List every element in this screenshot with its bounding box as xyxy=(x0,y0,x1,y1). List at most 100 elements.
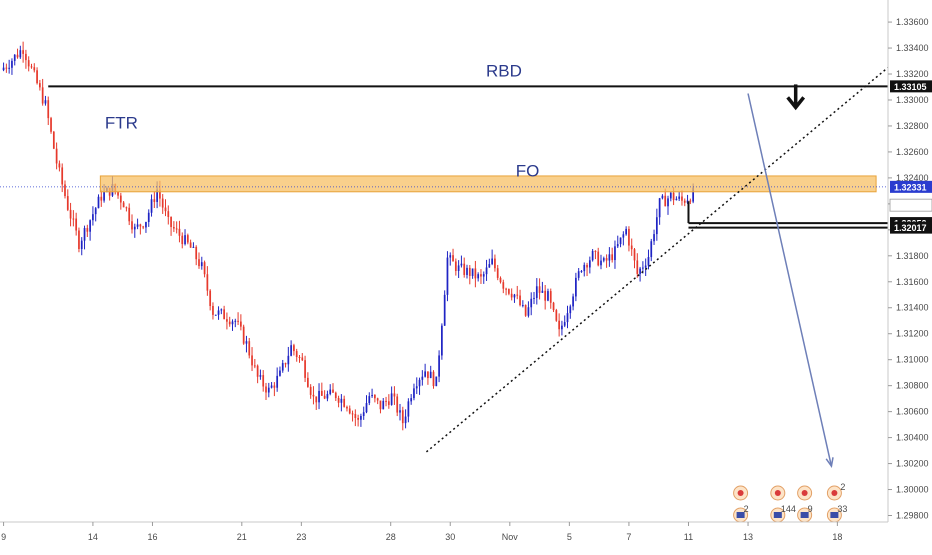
candle-body xyxy=(295,351,298,357)
y-tick-label: 1.33400 xyxy=(896,43,929,53)
drawings-layer: FTR RBD FO 2 144 9 2 33 xyxy=(0,62,889,523)
candle-body xyxy=(228,321,231,325)
usd-event-count: 9 xyxy=(808,504,813,514)
candle-body xyxy=(407,401,410,417)
y-tick-label: 1.30200 xyxy=(896,459,929,469)
x-tick-label: 21 xyxy=(237,532,247,542)
candle-body xyxy=(92,214,94,221)
candle-body xyxy=(614,246,616,261)
y-tick-label: 1.32400 xyxy=(896,173,929,183)
candle-body xyxy=(390,393,393,405)
candle-body xyxy=(471,268,474,276)
projection-arrow xyxy=(747,93,833,467)
candle-body xyxy=(128,207,131,222)
candle-body xyxy=(2,67,5,71)
candle-body xyxy=(474,268,477,279)
candle-body xyxy=(561,325,563,330)
candle-body xyxy=(427,371,429,379)
candle-body xyxy=(245,341,248,344)
candle-body xyxy=(203,262,206,275)
candle-body xyxy=(385,400,387,402)
candle-body xyxy=(616,244,619,247)
candle-body xyxy=(365,403,368,413)
candle-body xyxy=(415,386,418,389)
candle-body xyxy=(575,277,577,297)
candle-body xyxy=(248,341,251,356)
candle-body xyxy=(496,268,499,278)
candle-body xyxy=(572,296,574,307)
candle-body xyxy=(508,289,510,294)
candle-body xyxy=(226,319,228,322)
candle-body xyxy=(209,290,212,306)
x-tick-label: 13 xyxy=(743,532,753,542)
candle-body xyxy=(485,267,488,275)
price-tag-label: 1.33105 xyxy=(894,82,927,92)
y-tick-label: 1.33600 xyxy=(896,17,929,27)
candle-body xyxy=(541,290,544,293)
candle-body xyxy=(675,198,678,201)
candle-body xyxy=(563,322,566,326)
candle-body xyxy=(301,357,304,361)
x-tick-label: 7 xyxy=(626,532,631,542)
candle-body xyxy=(52,131,55,149)
candle-body xyxy=(655,217,658,235)
candle-body xyxy=(566,313,569,323)
candle-body xyxy=(159,189,161,199)
candle-body xyxy=(273,385,276,388)
candle-body xyxy=(499,277,502,283)
candle-body xyxy=(11,60,13,68)
candle-body xyxy=(346,406,348,409)
x-tick-label: 9 xyxy=(1,532,6,542)
candle-body xyxy=(382,400,385,410)
candle-body xyxy=(435,376,438,387)
cad-flag-icon xyxy=(774,490,781,496)
candle-body xyxy=(625,228,627,235)
candle-body xyxy=(351,413,354,415)
candle-body xyxy=(608,254,611,261)
candle-body xyxy=(513,294,516,298)
price-tag xyxy=(890,80,932,93)
candle-body xyxy=(80,240,83,250)
x-tick-label: 30 xyxy=(445,532,455,542)
candle-body xyxy=(22,50,24,54)
cad-flag-icon xyxy=(737,490,744,496)
candle-body xyxy=(293,345,295,352)
candle-body xyxy=(41,87,44,104)
candle-body xyxy=(334,392,337,399)
annotation-label: RBD xyxy=(486,62,522,81)
x-tick-label: 28 xyxy=(386,532,396,542)
candle-body xyxy=(256,365,259,377)
candle-body xyxy=(362,412,365,416)
candle-body xyxy=(125,207,128,209)
candle-body xyxy=(164,207,167,212)
candle-body xyxy=(343,398,346,407)
candle-body xyxy=(198,259,200,267)
candle-body xyxy=(667,198,669,207)
candle-body xyxy=(192,246,195,248)
candle-body xyxy=(27,60,30,67)
candle-body xyxy=(39,83,41,88)
candle-body xyxy=(340,398,343,403)
candle-body xyxy=(692,187,695,202)
candle-body xyxy=(348,408,351,414)
candle-body xyxy=(488,264,491,268)
candle-body xyxy=(396,396,399,413)
candle-body xyxy=(602,258,605,261)
y-tick-label: 1.32600 xyxy=(896,147,929,157)
price-tag xyxy=(890,221,932,234)
y-tick-label: 1.30800 xyxy=(896,381,929,391)
candle-body xyxy=(25,53,27,61)
candle-body xyxy=(379,400,382,410)
annotation-label: FTR xyxy=(105,114,138,133)
candle-body xyxy=(231,321,234,325)
candle-body xyxy=(89,220,91,232)
candle-body xyxy=(323,395,326,399)
x-tick-label: 18 xyxy=(832,532,842,542)
candle-body xyxy=(150,199,153,213)
candle-body xyxy=(678,196,681,199)
candle-body xyxy=(178,228,181,236)
candle-body xyxy=(521,305,524,307)
candle-body xyxy=(33,67,36,71)
candle-body xyxy=(298,356,301,358)
